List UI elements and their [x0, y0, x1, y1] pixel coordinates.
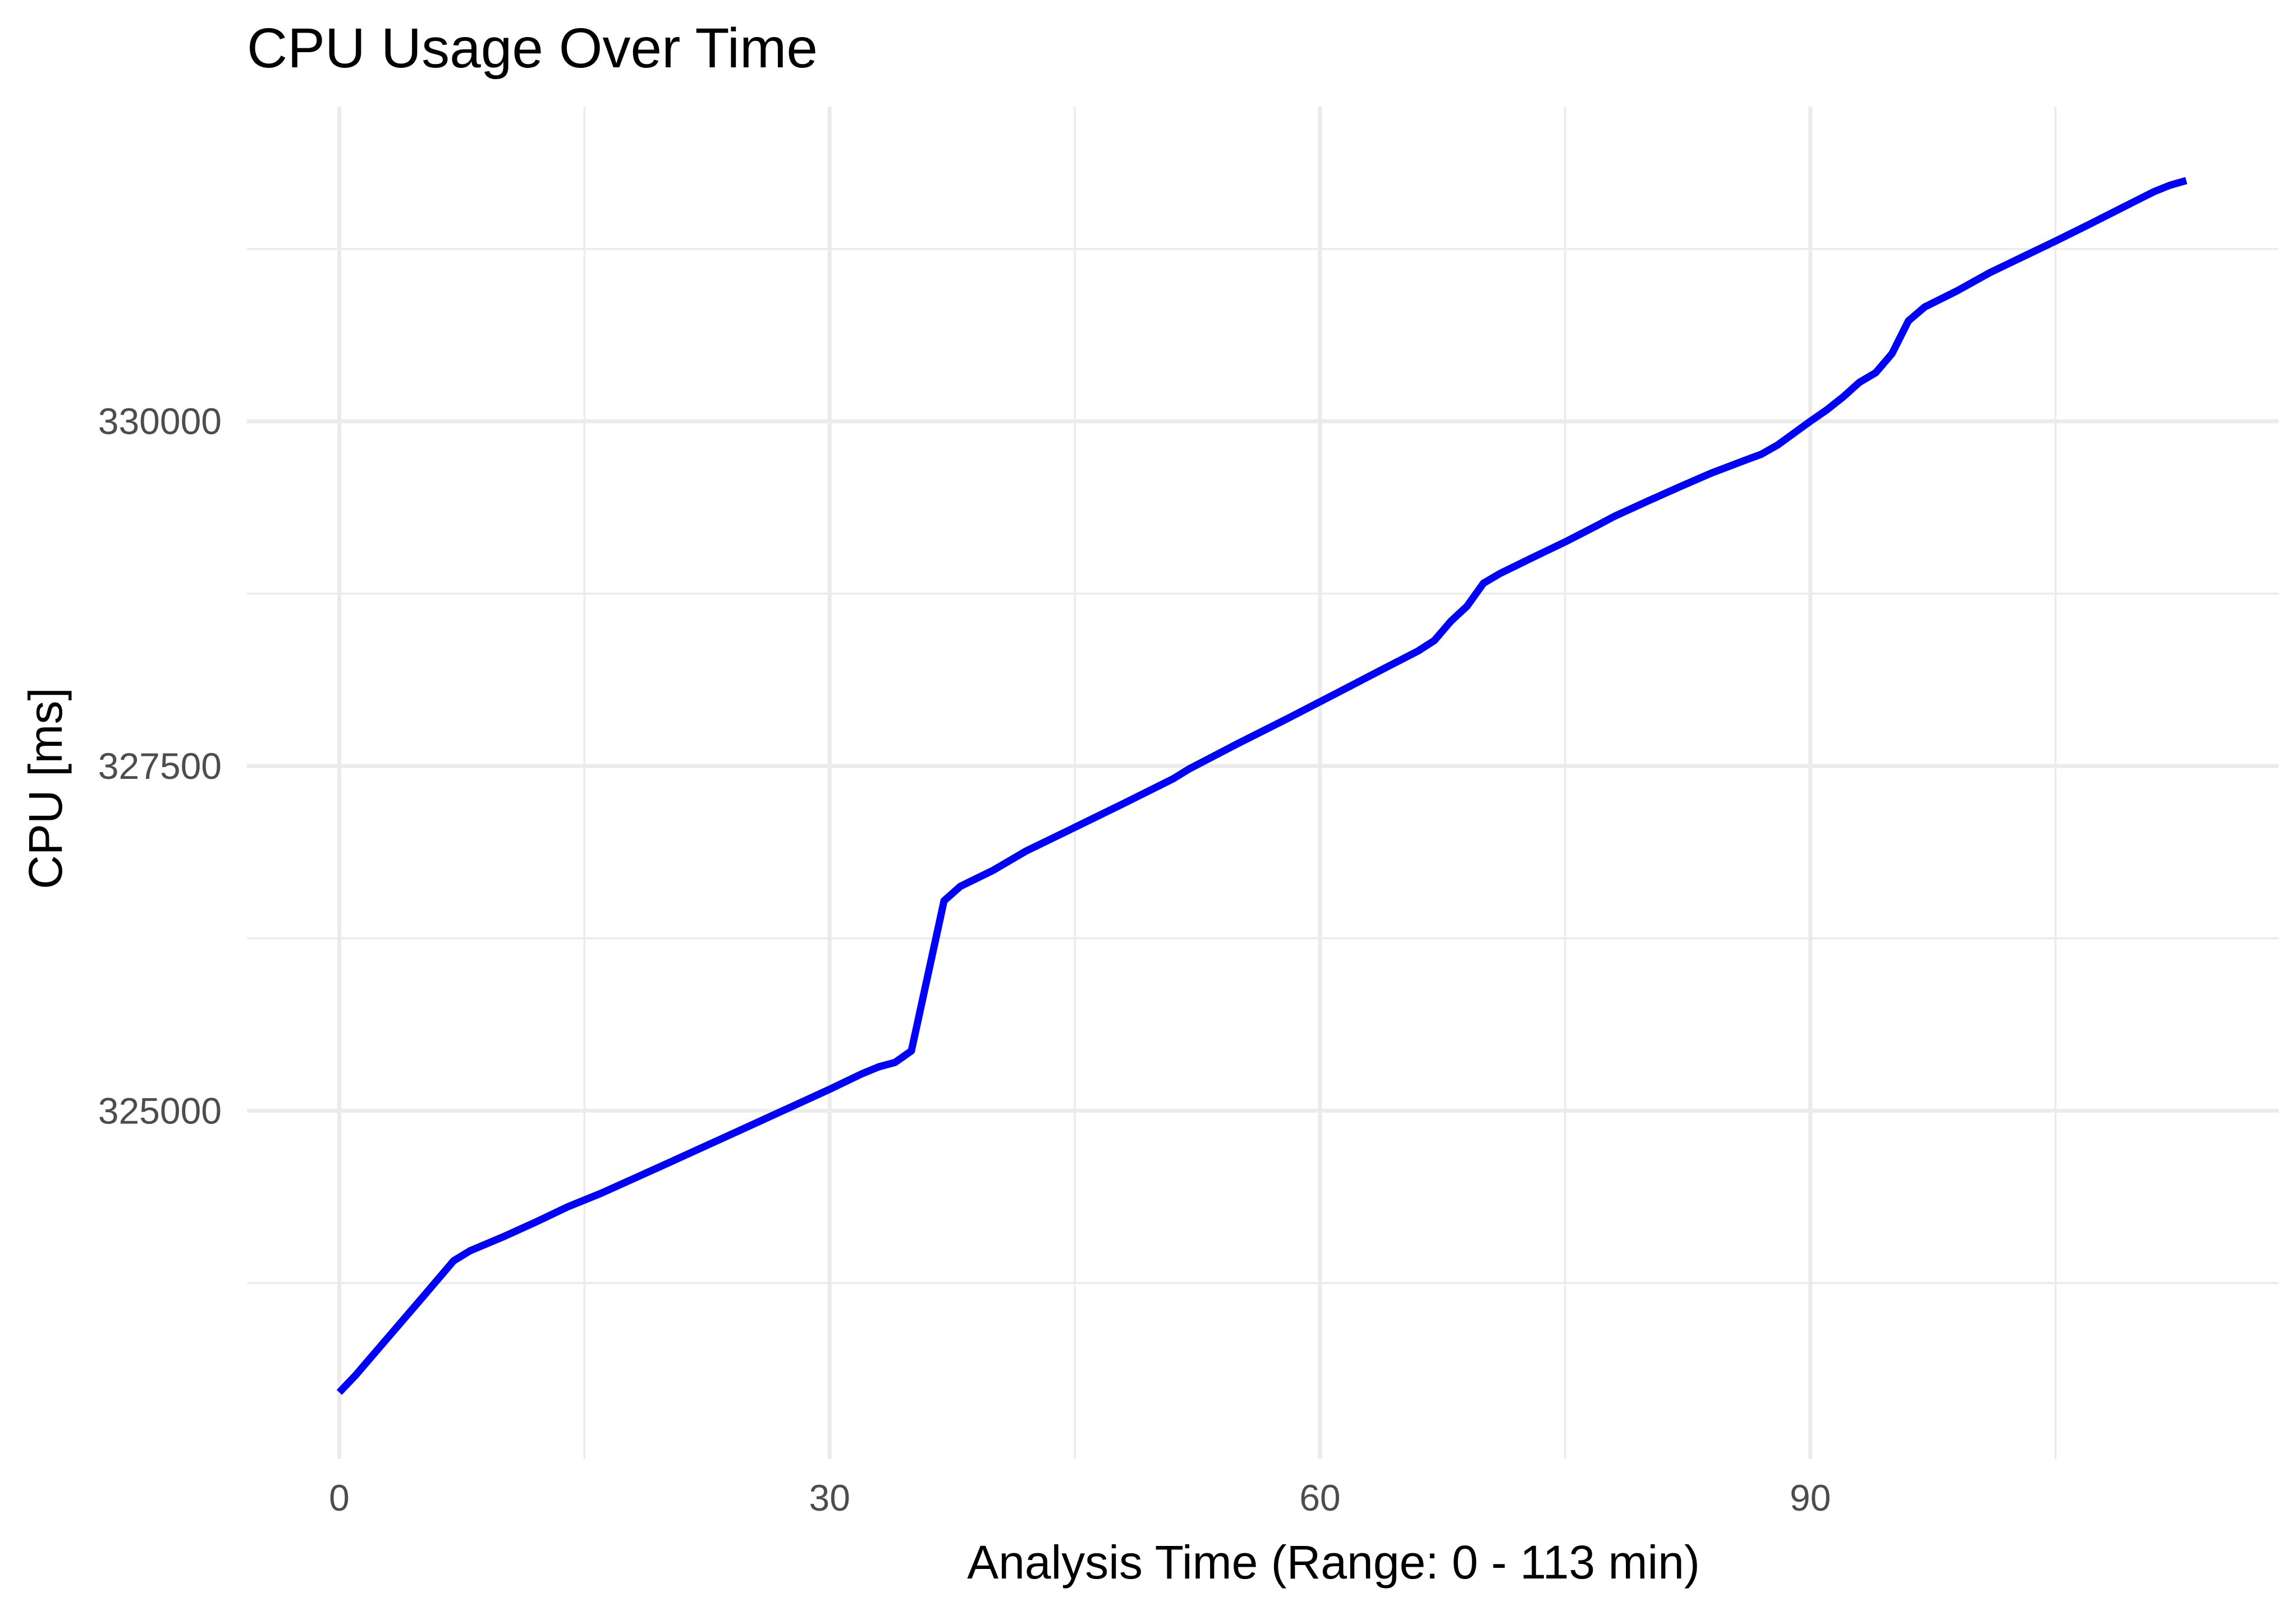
series-layer: [336, 177, 2188, 1395]
x-tick-label: 90: [1790, 1477, 1831, 1518]
y-tick-label: 325000: [98, 1090, 222, 1131]
y-tick-label: 330000: [98, 401, 222, 442]
x-axis-title: Analysis Time (Range: 0 - 113 min): [967, 1536, 1700, 1589]
x-tick-label: 60: [1299, 1477, 1340, 1518]
grid: [247, 107, 2279, 1459]
chart-title: CPU Usage Over Time: [247, 17, 818, 80]
cpu-series-line: [336, 177, 2188, 1395]
axis-ticks: 0 30 60 90 325000 327500 330000: [98, 401, 1831, 1518]
x-tick-label: 30: [809, 1477, 850, 1518]
y-tick-label: 327500: [98, 745, 222, 787]
x-tick-label: 0: [329, 1477, 350, 1518]
y-axis-title: CPU [ms]: [19, 687, 72, 889]
